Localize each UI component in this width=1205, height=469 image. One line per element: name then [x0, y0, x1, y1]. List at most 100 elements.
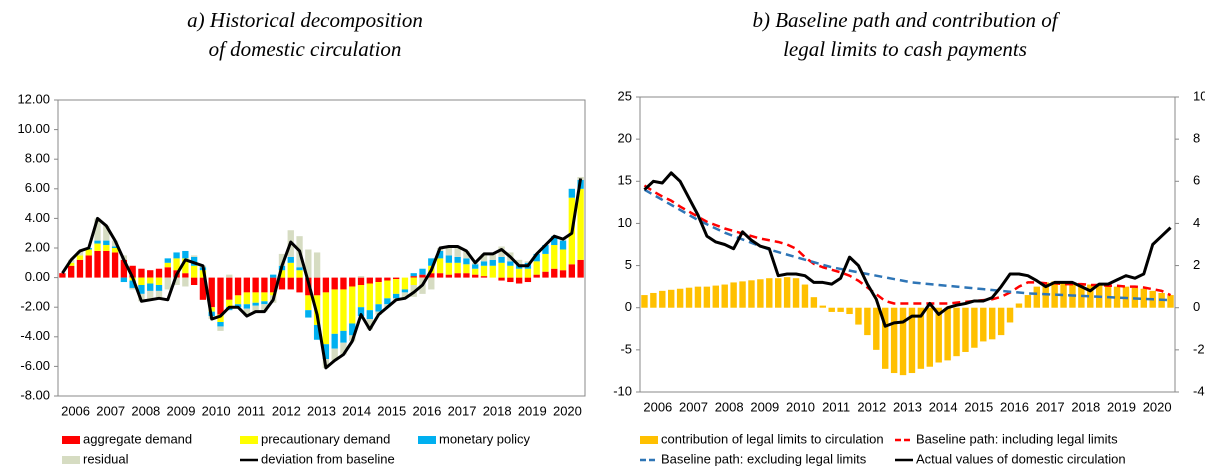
bar: [1024, 295, 1032, 308]
bar: [278, 253, 286, 266]
y-tick-label: 4.00: [25, 210, 50, 225]
x-tick-label: 2017: [448, 403, 477, 418]
bar: [173, 258, 180, 271]
legend-label: contribution of legal limits to circulat…: [661, 431, 884, 446]
bar: [349, 277, 356, 287]
bar: [1033, 286, 1041, 308]
y-tick-label: 2.00: [25, 239, 50, 254]
bar: [685, 287, 693, 308]
bar: [515, 268, 523, 278]
bar: [766, 278, 773, 308]
bar: [243, 277, 251, 293]
bar: [997, 307, 1005, 336]
bar: [730, 282, 737, 308]
y-tick-label: -5: [620, 341, 632, 356]
bar: [155, 277, 163, 285]
y-tick-label: 12.00: [17, 91, 50, 106]
bar: [76, 250, 84, 256]
bar: [1113, 286, 1121, 308]
bar: [270, 277, 277, 293]
plot-frame: [639, 96, 1176, 393]
bar: [138, 268, 145, 278]
bar: [261, 301, 268, 305]
chart-title: legal limits to cash payments: [783, 37, 1027, 61]
bar: [828, 307, 835, 312]
x-tick-label: 2014: [342, 403, 371, 418]
bar: [410, 273, 417, 277]
bar: [147, 270, 154, 278]
x-tick-label: 2015: [964, 399, 993, 414]
y-tick-label: 0: [625, 299, 632, 314]
bar: [147, 290, 154, 300]
bar: [111, 246, 119, 248]
bar: [783, 277, 791, 308]
bar: [384, 298, 391, 305]
x-tick-label: 2009: [750, 399, 779, 414]
chart-title: a) Historical decomposition: [187, 8, 423, 32]
plot-frame: [57, 99, 586, 397]
line: [643, 188, 1171, 302]
bar: [454, 246, 461, 257]
bar: [305, 310, 312, 318]
bar: [357, 285, 365, 308]
bar: [322, 292, 330, 345]
chart-title: b) Baseline path and contribution of: [752, 8, 1060, 32]
bar: [480, 276, 488, 278]
bar: [1006, 307, 1014, 323]
bar: [739, 281, 746, 308]
bar: [243, 292, 251, 305]
bar: [577, 259, 584, 278]
bar: [410, 277, 417, 285]
bar: [507, 261, 514, 266]
bar: [129, 287, 136, 290]
bar: [568, 188, 575, 198]
bar: [155, 268, 163, 278]
x-tick-label: 2016: [1000, 399, 1029, 414]
bar: [881, 307, 889, 369]
legend-label: deviation from baseline: [261, 451, 395, 466]
legend-swatch: [62, 436, 80, 444]
bar: [226, 274, 233, 278]
bar: [147, 277, 154, 284]
legend-swatch: [418, 436, 436, 444]
bar: [489, 253, 496, 260]
bar: [305, 249, 312, 278]
legend-label: monetary policy: [439, 431, 531, 446]
y2-tick-label: 10: [1193, 88, 1205, 103]
bar: [173, 277, 180, 285]
bar: [694, 286, 702, 308]
bar: [498, 256, 505, 263]
bar: [322, 277, 330, 293]
bar: [278, 277, 286, 290]
y-tick-label: -10: [613, 383, 632, 398]
bar: [278, 270, 286, 278]
bar: [792, 278, 800, 308]
bar: [436, 250, 444, 259]
y-tick-label: 15: [618, 173, 632, 188]
bar: [375, 282, 382, 305]
bar: [313, 324, 321, 340]
bar: [533, 253, 540, 262]
y-tick-label: 10.00: [17, 121, 50, 136]
bar: [234, 277, 242, 296]
bar: [226, 299, 233, 308]
x-tick-label: 2007: [96, 403, 125, 418]
bar: [524, 277, 532, 283]
bar: [322, 344, 330, 359]
bar: [111, 248, 119, 253]
bar: [366, 310, 373, 320]
bar: [445, 262, 453, 275]
x-tick-label: 2018: [483, 403, 512, 418]
bar: [103, 250, 110, 278]
bar: [68, 262, 75, 266]
bar: [384, 280, 391, 299]
x-tick-label: 2008: [131, 403, 160, 418]
bar: [190, 277, 198, 285]
bar: [436, 273, 444, 278]
y2-tick-label: 0: [1193, 299, 1200, 314]
bar: [208, 307, 215, 312]
x-tick-label: 2014: [929, 399, 958, 414]
bar: [846, 307, 853, 315]
y2-tick-label: 6: [1193, 173, 1200, 188]
bar: [463, 273, 470, 278]
